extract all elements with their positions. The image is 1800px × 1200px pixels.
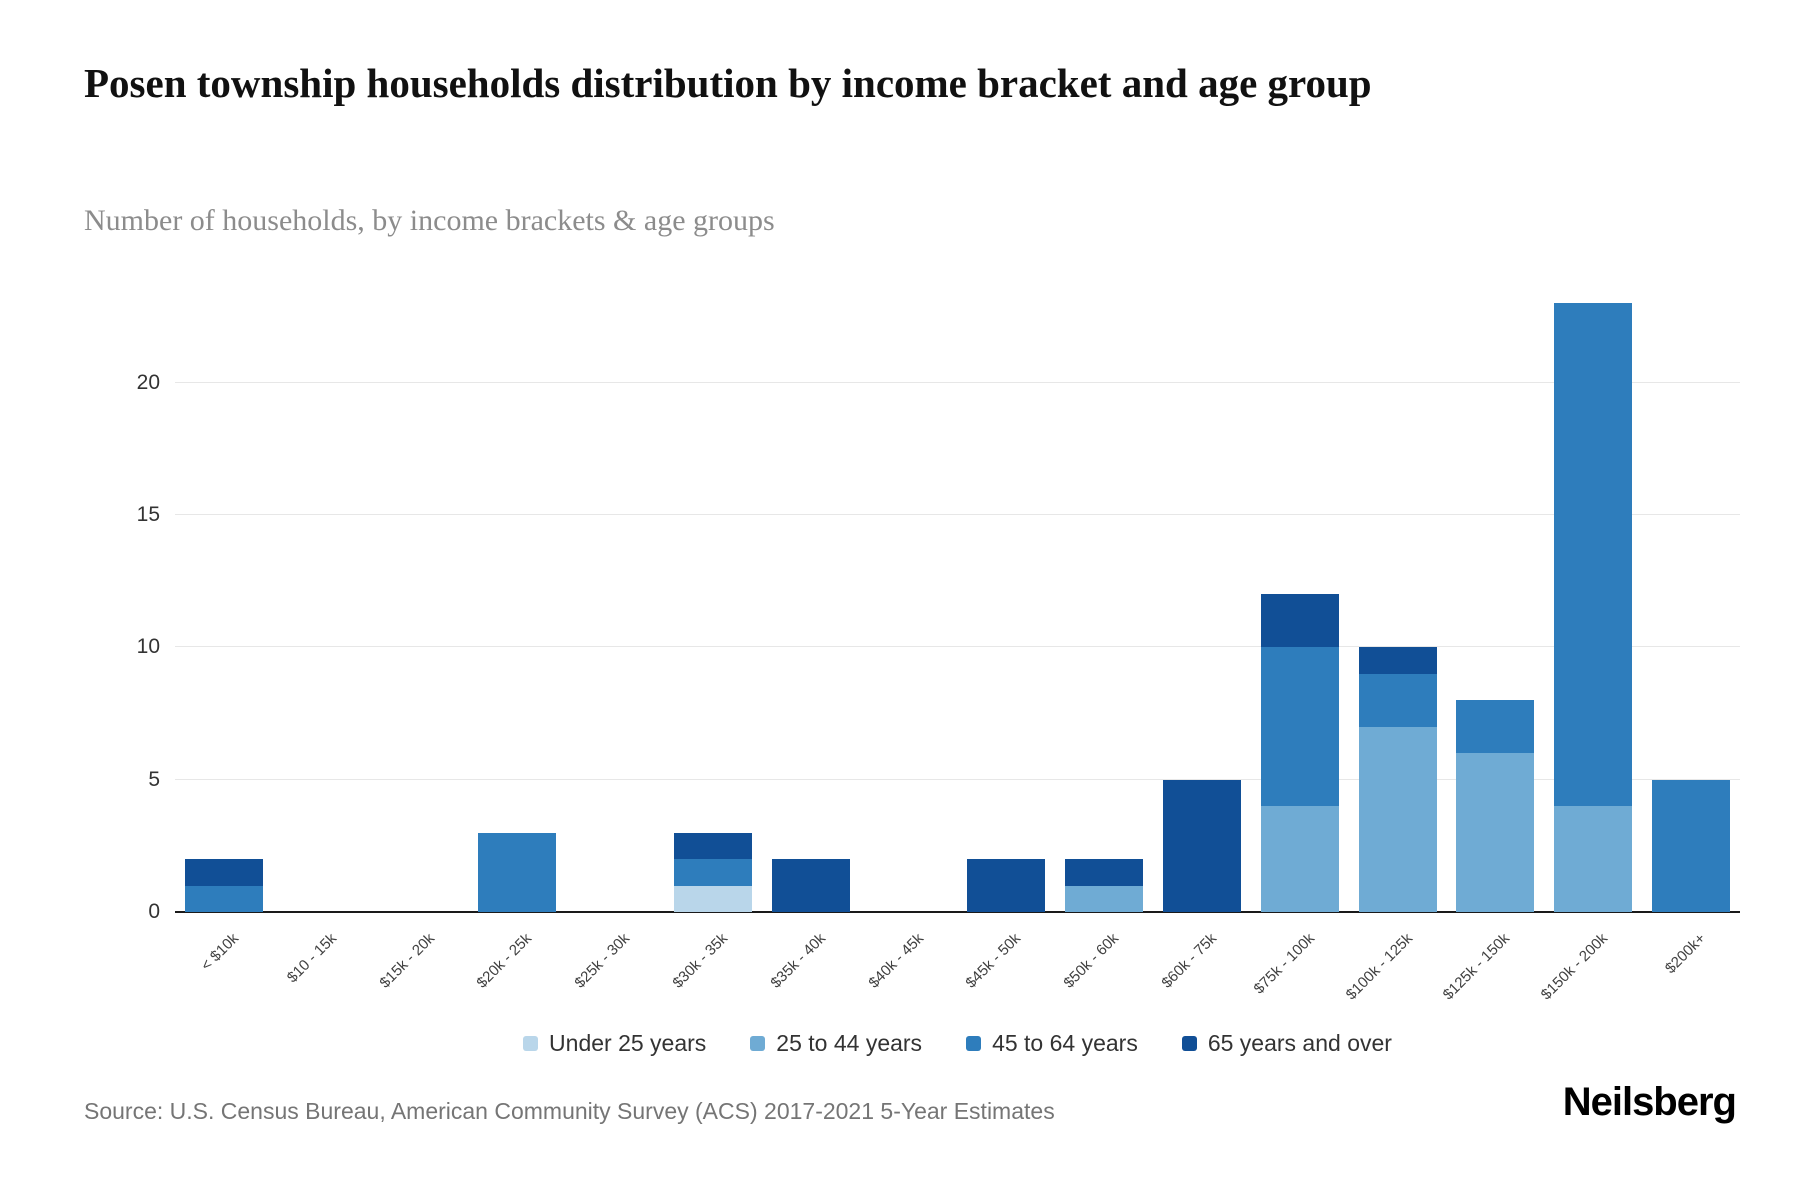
bar-35k-40k [771,859,850,912]
legend-item[interactable]: 25 to 44 years [750,1030,922,1057]
x-axis-label: < $10k [197,930,242,975]
x-axis-label: $60k - 75k [1158,930,1221,992]
legend-swatch-icon [966,1036,982,1051]
x-axis-label: $25k - 30k [571,930,634,992]
y-axis-label: 5 [148,767,160,791]
x-axis-label: $125k - 150k [1440,930,1514,1004]
legend-label: 45 to 64 years [992,1030,1138,1056]
y-axis-label: 20 [136,370,160,394]
bar-45k-50k [967,859,1046,912]
x-axis-label: $75k - 100k [1250,930,1318,998]
legend-item[interactable]: 65 years and over [1181,1030,1392,1057]
gridline [175,381,1740,383]
bar-segment[interactable] [1260,594,1339,648]
bar-segment[interactable] [967,859,1046,912]
bar-150k-200k [1554,303,1633,912]
bar-segment[interactable] [673,859,752,886]
x-axis-label: $20k - 25k [473,930,536,992]
bar-30k-35k [673,832,752,912]
x-axis-label: $40k - 45k [865,930,927,992]
x-axis-label: $10 - 15k [283,930,340,987]
bar-segment[interactable] [1554,303,1633,807]
legend-item[interactable]: Under 25 years [523,1030,706,1057]
bar-segment[interactable] [1065,885,1144,912]
x-axis-label: $50k - 60k [1060,930,1123,992]
legend-swatch-icon [750,1036,766,1051]
x-axis-label: $150k - 200k [1537,930,1612,1004]
bar-segment[interactable] [1456,753,1535,912]
x-axis-line [175,911,1740,913]
legend-label: 65 years and over [1207,1030,1392,1056]
chart-title: Posen township households distribution b… [84,60,1372,106]
x-axis-label: $200k+ [1661,930,1710,978]
x-axis-label: $35k - 40k [767,930,829,992]
y-axis-label: 10 [136,635,160,659]
bar-segment[interactable] [1065,859,1144,886]
bar-60k-75k [1163,779,1242,912]
bar-200k [1652,779,1731,912]
legend-label: 25 to 44 years [776,1030,923,1056]
x-axis-label: $30k - 35k [669,930,731,992]
source-attribution: Source: U.S. Census Bureau, American Com… [84,1098,1055,1124]
bar-125k-150k [1456,700,1535,912]
bar-segment[interactable] [771,859,850,912]
bar-100k-125k [1358,647,1437,912]
bar-segment[interactable] [184,859,263,886]
x-axis-label: $100k - 125k [1342,930,1416,1004]
bar-10k [184,859,263,912]
gridline [175,646,1740,648]
bar-segment[interactable] [673,885,752,912]
bar-segment[interactable] [1652,779,1731,912]
y-axis: 0 5 10 15 20 [84,290,160,923]
bar-20k-25k [478,832,557,912]
bar-segment[interactable] [1260,806,1339,912]
legend-item[interactable]: 45 to 64 years [966,1030,1138,1057]
gridline [175,513,1740,515]
bar-segment[interactable] [1456,700,1535,754]
neilsberg-logo: Neilsberg [1562,1080,1737,1124]
legend-swatch-icon [1181,1036,1197,1051]
y-axis-label: 0 [148,900,160,923]
legend: Under 25 years 25 to 44 years 45 to 64 yea… [175,1030,1740,1057]
plot-area [175,290,1740,913]
x-axis-label: $15k - 20k [376,930,438,992]
bar-segment[interactable] [1260,647,1339,807]
bar-segment[interactable] [184,885,263,912]
bar-segment[interactable] [1358,726,1437,912]
chart-subtitle: Number of households, by income brackets… [84,204,775,237]
bar-segment[interactable] [1163,779,1242,912]
bar-segment[interactable] [673,832,752,860]
y-axis-label: 15 [136,502,160,526]
bar-segment[interactable] [1358,647,1437,674]
bar-50k-60k [1065,859,1144,912]
bar-segment[interactable] [1358,673,1437,727]
bar-segment[interactable] [478,832,557,912]
bar-75k-100k [1260,594,1339,912]
legend-swatch-icon [523,1036,539,1051]
gridline [175,778,1740,780]
x-axis: < $10k $10 - 15k $15k - 20k $20k - 25k $25k … [175,922,1740,1022]
legend-label: Under 25 years [549,1030,707,1056]
x-axis-label: $45k - 50k [962,930,1025,992]
bar-segment[interactable] [1554,806,1633,912]
